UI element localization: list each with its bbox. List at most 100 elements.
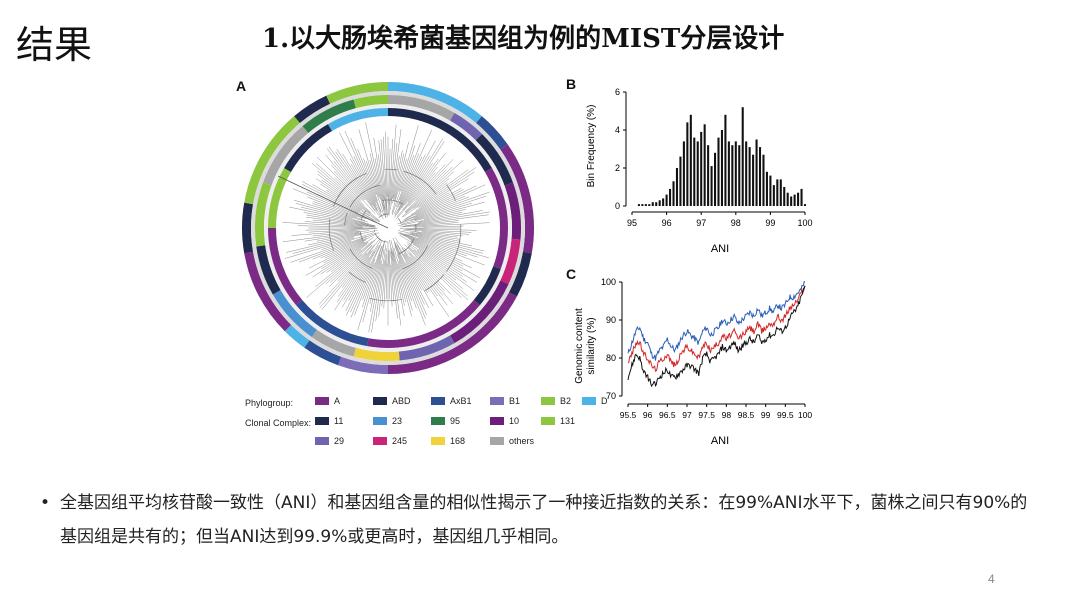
histogram-bar [734,141,737,206]
tree-branch [335,151,373,206]
tree-branch [316,156,361,201]
tree-branch [391,158,407,214]
tree-branch [415,169,447,201]
tree-branch [323,239,367,264]
ring-segment [304,340,342,366]
histogram-bar [765,171,768,206]
tree-branch [326,241,369,273]
histogram-bar [662,198,665,206]
tree-branch [317,170,371,214]
histogram-bar [648,204,651,206]
tree-branch [344,131,382,213]
ring-segment [244,116,300,205]
tree-branch [403,253,429,294]
legend-swatch [490,397,504,405]
tree-arc [369,298,403,302]
tree-outlier-branch [277,175,389,229]
histogram-bar [675,168,679,206]
tree-branch [312,219,376,227]
tree-branch [404,166,453,213]
x-tick-label: 96 [643,410,653,420]
tree-branch [407,245,469,301]
line-chart-axes: 70 80 90 100 95.5 96 96.5 97 97.5 98 98.5 99 99.5 100 [601,277,812,420]
legend-phylogroup-axb1: AxB1 [431,396,472,406]
tree-branch [399,234,477,283]
section-title: 结果 [16,23,93,67]
tree-branch [333,161,366,201]
ring-segment [484,168,508,270]
y-tick-label: 4 [615,125,620,135]
legend-clonal-168: 168 [431,436,465,446]
tree-arc [382,199,404,205]
tree-branch [392,155,400,199]
tree-branch [321,244,375,310]
tree-branches [277,122,490,333]
x-tick-label: 100 [797,218,812,228]
tree-branch [325,235,380,284]
tree-branch [329,253,363,287]
histogram-bar [679,156,682,206]
ring-segment [475,133,513,186]
histogram-bar [762,154,765,206]
histogram-bar [651,202,654,206]
tree-branch [324,238,367,259]
tree-branch [395,143,421,208]
tree-branch [402,220,460,227]
tree-branch [333,170,363,201]
ring-segment [302,99,356,134]
tree-branch [397,230,485,252]
legend-item-label: 29 [334,436,345,446]
ring-segment [284,324,310,348]
histogram-bar [658,200,661,206]
histogram-bar [755,139,758,206]
tree-branch [410,240,480,279]
tree-branch [419,171,475,208]
tree-branch [406,228,477,231]
histogram-bar [727,141,730,206]
tree-branch [302,181,375,221]
tree-branch [410,192,450,215]
tree-branch [286,234,362,253]
tree-branch [312,237,374,278]
tree-branch [369,160,381,200]
phylogroup-legend-label: Phylogroup: [245,398,294,408]
tree-branch [306,214,375,227]
x-tick-label: 97 [682,410,692,420]
content-similarity-chart: 70 80 90 100 95.5 96 96.5 97 97.5 98 98.5 99 99.5 100… [574,277,812,447]
x-axis-label: ANI [711,435,729,447]
tree-branch [307,196,362,219]
tree-branch [421,231,463,237]
histogram-bar [665,194,668,206]
tree-arc [402,252,425,270]
bullet-text: 全基因组平均核苷酸一致性（ANI）和基因组含量的相似性揭示了一种接近指数的关系：… [60,493,1028,547]
legend-item-label: 10 [509,416,520,426]
line-series-1 [627,285,806,372]
tree-branch [351,164,378,210]
legend-clonal-131: 131 [541,416,575,426]
tree-branch [401,201,485,225]
tree-branch [334,177,365,206]
tree-branch [304,232,360,242]
tree-branch [365,160,384,215]
tree-branch [397,156,423,208]
tree-branch [391,249,405,316]
histogram-bar [655,202,658,206]
tree-branch [403,172,436,211]
tree-branch [361,245,383,308]
histogram-bar [738,145,741,206]
legend-phylogroup-abd: ABD [373,396,411,406]
ring-segment [508,251,532,297]
legend-phylogroup-a: A [315,396,340,406]
tree-branch [292,188,367,220]
y-tick-label: 80 [606,353,616,363]
ring-segment [388,108,492,172]
tree-branch [369,261,382,312]
tree-branch [415,185,477,216]
annotation-rings [241,82,534,374]
tree-branch [383,254,387,309]
histogram-bar [731,145,734,206]
tree-branch [321,241,366,270]
tree-branch [292,236,354,254]
legend-swatch [490,417,504,425]
tree-branch [394,153,405,199]
